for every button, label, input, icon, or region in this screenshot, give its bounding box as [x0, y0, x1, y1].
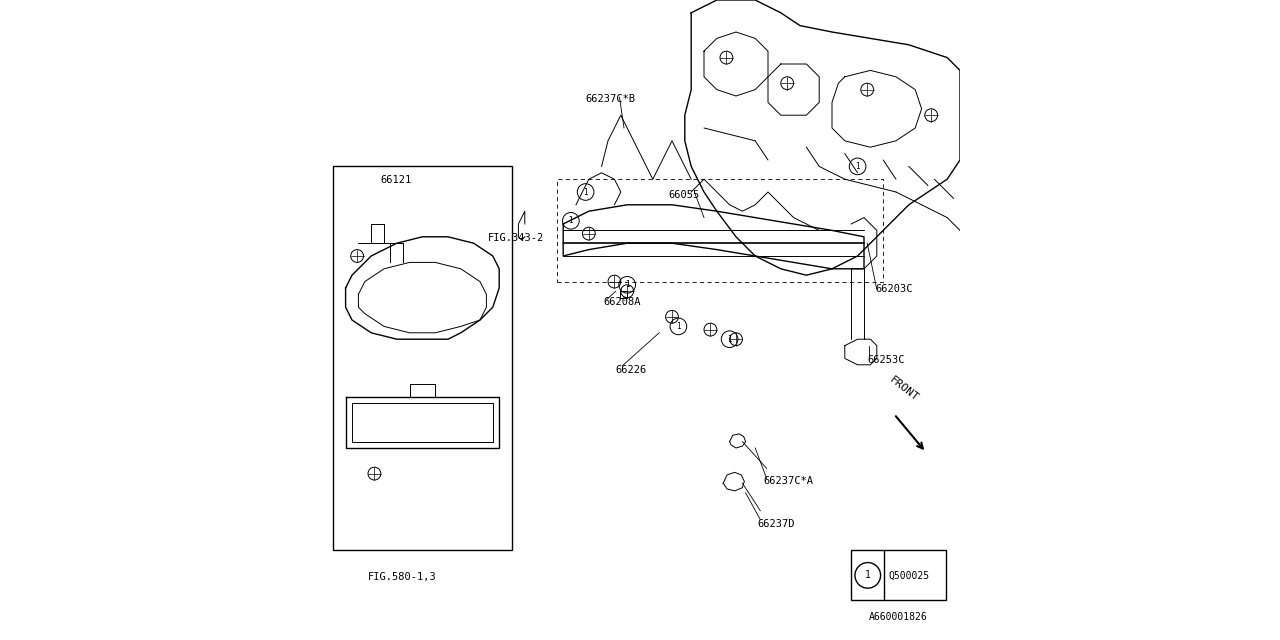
Text: 1: 1 — [727, 335, 732, 344]
Text: 1: 1 — [625, 280, 630, 289]
Text: A660001826: A660001826 — [869, 612, 928, 622]
Text: 66237C*A: 66237C*A — [763, 476, 814, 486]
Bar — [333, 166, 512, 550]
Text: FRONT: FRONT — [888, 374, 920, 403]
Text: 66237D: 66237D — [758, 518, 795, 529]
Text: 66203C: 66203C — [876, 284, 913, 294]
Text: 66121: 66121 — [381, 175, 412, 186]
Text: 66055: 66055 — [668, 190, 700, 200]
Text: 1: 1 — [676, 322, 681, 331]
Text: 66208A: 66208A — [603, 297, 640, 307]
Text: 66237C*B: 66237C*B — [585, 94, 636, 104]
Text: FIG.580-1,3: FIG.580-1,3 — [369, 572, 436, 582]
Text: 1: 1 — [584, 188, 588, 196]
Text: 1: 1 — [855, 162, 860, 171]
Text: 66253C: 66253C — [868, 355, 905, 365]
Text: 1: 1 — [865, 570, 870, 580]
Text: 66226: 66226 — [616, 365, 646, 375]
Text: FIG.343-2: FIG.343-2 — [489, 233, 544, 243]
Text: Q500025: Q500025 — [888, 570, 929, 580]
Bar — [851, 550, 946, 600]
Text: 1: 1 — [568, 216, 573, 225]
